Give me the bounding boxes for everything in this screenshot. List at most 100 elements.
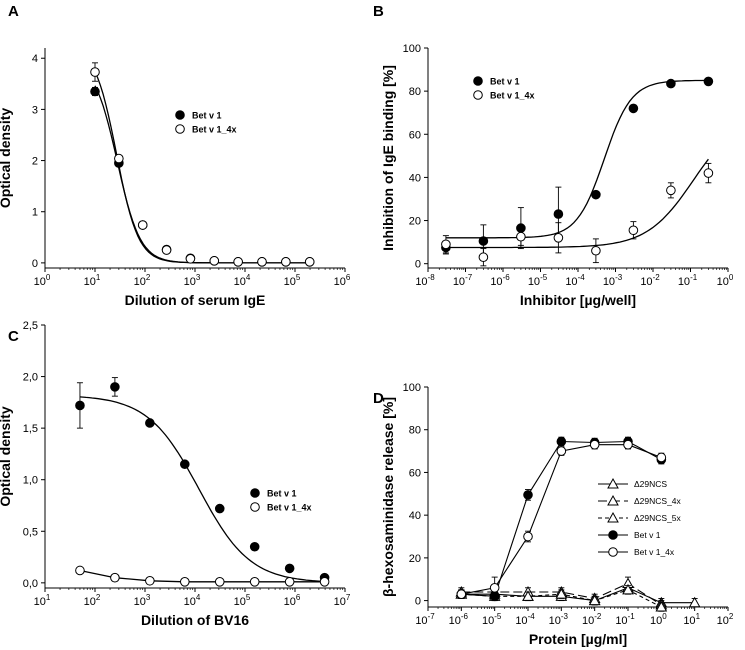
x-tick-label: 106 [334, 273, 351, 288]
x-tick-label: 10-2 [582, 612, 602, 627]
x-tick-label: 102 [717, 612, 734, 627]
data-point [522, 590, 534, 601]
y-axis-title: Optical density [0, 406, 13, 507]
data-point [233, 257, 243, 267]
x-tick-label: 100 [650, 612, 667, 627]
x-axis-title: Dilution of BV16 [141, 612, 249, 628]
data-point [556, 446, 567, 456]
y-axis-title: Optical density [0, 108, 13, 209]
data-point [688, 596, 701, 608]
legend: Bet v 1 Bet v 1_4x [473, 76, 535, 101]
data-point [284, 577, 295, 587]
x-tick-exponent: 2 [729, 612, 734, 621]
y-tick-label: 40 [409, 172, 421, 184]
legend-marker [250, 502, 260, 512]
x-tick-exponent: -2 [653, 273, 661, 282]
legend-marker [608, 530, 618, 540]
x-tick-exponent: 3 [146, 593, 151, 602]
x-tick-exponent: -4 [528, 612, 536, 621]
y-tick-label: 100 [403, 43, 421, 55]
chart-panel-b: B10-8 10-7 10-6 10-5 10-4 10-3 10-2 10-1 1000204… [373, 3, 734, 308]
data-point [110, 382, 120, 392]
data-point [523, 531, 533, 542]
x-tick-label: 101 [34, 593, 51, 608]
y-tick-label: 0,5 [23, 526, 38, 538]
legend: Δ29NCS Δ29NCS_4x Δ29NCS_5x Bet v 1 Bet v 1_4… [598, 477, 682, 557]
data-point [523, 490, 533, 500]
data-point [516, 231, 526, 242]
x-tick-label: 10-4 [515, 612, 535, 627]
data-point [628, 103, 639, 114]
y-tick-label: 2,0 [23, 372, 38, 384]
legend-label: Bet v 1_4x [267, 503, 312, 513]
legend-marker [607, 511, 619, 523]
x-tick-label: 107 [334, 593, 351, 608]
legend-marker [607, 494, 619, 506]
x-tick-label: 106 [284, 593, 301, 608]
x-tick-exponent: -7 [465, 273, 473, 282]
y-tick-label: 0 [415, 259, 421, 271]
panel-label: D [373, 390, 384, 407]
data-point [214, 577, 225, 587]
series-line [461, 587, 695, 604]
x-tick-label: 10-6 [490, 273, 510, 288]
data-point [703, 76, 714, 87]
legend-label: Bet v 1 [634, 530, 661, 540]
x-tick-exponent: 1 [96, 273, 101, 282]
x-tick-label: 10-8 [415, 273, 435, 288]
x-tick-exponent: 7 [346, 593, 351, 602]
legend-label: Δ29NCS [634, 479, 667, 489]
x-tick-exponent: 2 [96, 593, 101, 602]
data-point [655, 600, 668, 612]
y-tick-label: 0 [415, 596, 421, 608]
x-tick-exponent: 5 [246, 593, 251, 602]
fit-curve [79, 396, 325, 583]
data-point [249, 541, 260, 552]
data-point [214, 503, 225, 514]
x-tick-exponent: -1 [628, 612, 636, 621]
legend-label: Bet v 1_4x [192, 125, 237, 135]
data-point [703, 168, 714, 178]
y-tick-label: 80 [409, 425, 421, 437]
legend-marker [175, 124, 185, 134]
x-tick-exponent: 6 [296, 593, 301, 602]
legend: Bet v 1 Bet v 1_4x [175, 110, 237, 135]
data-point [591, 189, 601, 200]
data-point [555, 588, 568, 599]
x-tick-label: 10-4 [565, 273, 585, 288]
x-tick-exponent: 2 [146, 273, 151, 282]
x-tick-label: 102 [134, 273, 151, 288]
y-tick-label: 1,5 [23, 423, 38, 435]
data-point [284, 563, 295, 574]
chart-panel-d: D10-7 10-6 10-5 10-4 10-3 10-2 10-1 100 101 10202… [373, 382, 734, 647]
data-point [90, 86, 100, 97]
x-tick-exponent: 4 [196, 593, 201, 602]
x-axis-title: Inhibitor [µg/well] [520, 292, 636, 308]
data-point [304, 257, 315, 267]
x-tick-label: 105 [284, 273, 301, 288]
x-tick-label: 10-3 [603, 273, 623, 288]
data-point [628, 225, 639, 236]
legend-label: Bet v 1 [490, 77, 520, 87]
data-point [591, 245, 601, 256]
series-line [461, 444, 662, 595]
x-tick-exponent: 6 [346, 273, 351, 282]
fit-curve [94, 71, 310, 264]
x-tick-exponent: -2 [594, 612, 602, 621]
x-tick-exponent: 3 [196, 273, 201, 282]
legend-label: Bet v 1 [267, 489, 297, 499]
data-point [161, 245, 172, 255]
x-tick-exponent: -3 [561, 612, 569, 621]
legend-marker [607, 477, 619, 489]
data-point [137, 220, 148, 230]
x-tick-label: 10-5 [482, 612, 502, 627]
data-point [90, 67, 100, 77]
x-tick-label: 10-5 [528, 273, 548, 288]
legend-label: Bet v 1 [192, 111, 222, 121]
panel-label: A [8, 3, 19, 20]
y-tick-label: 40 [409, 510, 421, 522]
panel-label: B [373, 3, 384, 20]
x-tick-exponent: -6 [461, 612, 469, 621]
x-tick-label: 101 [683, 612, 700, 627]
